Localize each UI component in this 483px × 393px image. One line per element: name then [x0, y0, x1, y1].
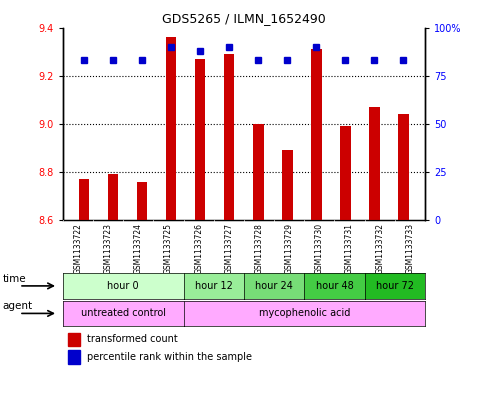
Text: hour 12: hour 12 — [195, 281, 233, 291]
Text: percentile rank within the sample: percentile rank within the sample — [87, 352, 252, 362]
Text: GSM1133726: GSM1133726 — [194, 222, 203, 274]
Text: hour 72: hour 72 — [376, 281, 414, 291]
Text: GSM1133730: GSM1133730 — [315, 222, 324, 274]
Text: GSM1133733: GSM1133733 — [405, 222, 414, 274]
Bar — [283, 150, 293, 220]
Text: mycophenolic acid: mycophenolic acid — [258, 309, 350, 318]
Text: hour 24: hour 24 — [255, 281, 293, 291]
Text: hour 0: hour 0 — [107, 281, 139, 291]
Bar — [195, 59, 205, 220]
Bar — [341, 126, 351, 220]
Bar — [68, 332, 80, 346]
Bar — [108, 174, 118, 220]
Bar — [68, 350, 80, 364]
Text: GSM1133729: GSM1133729 — [284, 222, 294, 274]
Text: GSM1133725: GSM1133725 — [164, 222, 173, 274]
Bar — [79, 179, 89, 220]
Text: hour 48: hour 48 — [315, 281, 354, 291]
Text: time: time — [2, 274, 26, 284]
Text: transformed count: transformed count — [87, 334, 178, 344]
Text: GSM1133724: GSM1133724 — [134, 222, 143, 274]
Text: GSM1133727: GSM1133727 — [224, 222, 233, 274]
Text: GSM1133731: GSM1133731 — [345, 222, 354, 274]
Bar — [254, 124, 264, 220]
Bar — [166, 37, 176, 220]
Bar — [312, 49, 322, 220]
Bar — [369, 107, 380, 220]
Bar — [137, 182, 147, 220]
Text: agent: agent — [2, 301, 32, 311]
Title: GDS5265 / ILMN_1652490: GDS5265 / ILMN_1652490 — [162, 12, 326, 25]
Bar — [224, 54, 234, 220]
Text: GSM1133723: GSM1133723 — [103, 222, 113, 274]
Text: untreated control: untreated control — [81, 309, 166, 318]
Text: GSM1133732: GSM1133732 — [375, 222, 384, 274]
Text: GSM1133728: GSM1133728 — [255, 222, 264, 274]
Bar — [398, 114, 409, 220]
Text: GSM1133722: GSM1133722 — [73, 222, 83, 274]
